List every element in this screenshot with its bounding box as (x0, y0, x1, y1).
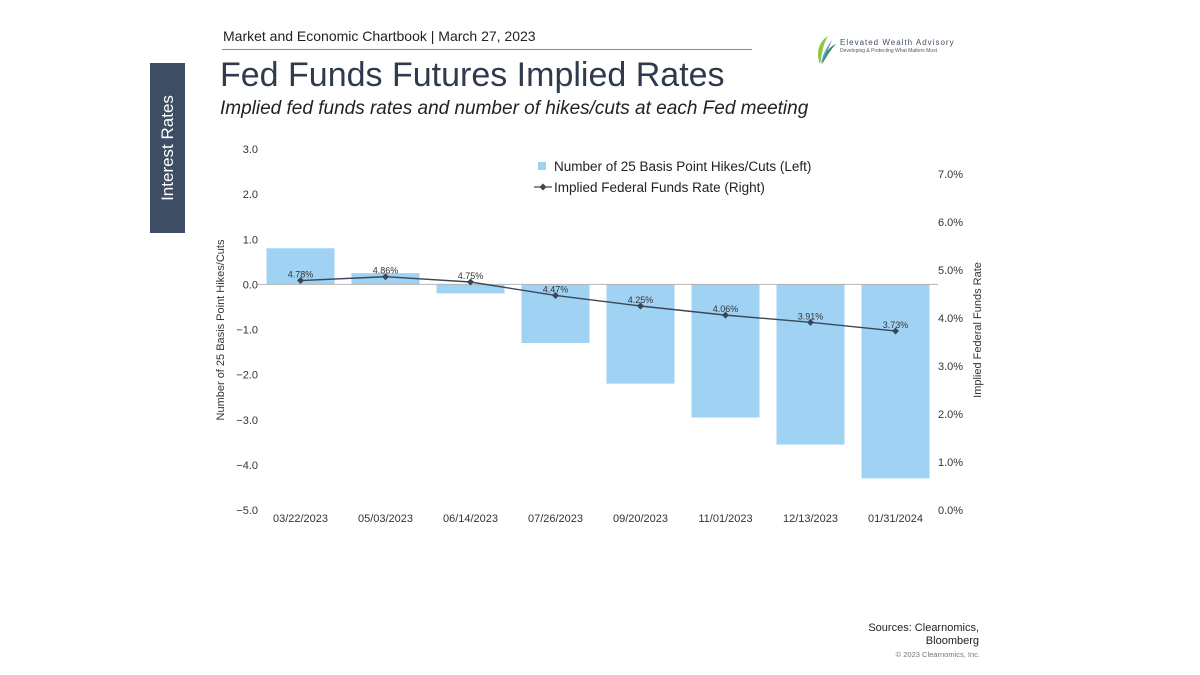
legend-bar-swatch (538, 162, 546, 170)
rate-data-label: 4.78% (288, 270, 314, 280)
right-tick-label: 6.0% (938, 217, 963, 229)
left-tick-label: −3.0 (236, 415, 258, 427)
legend-line-label: Implied Federal Funds Rate (Right) (554, 180, 765, 195)
chartbook-header: Market and Economic Chartbook | March 27… (223, 28, 536, 44)
rate-data-label: 4.06% (713, 304, 739, 314)
legend-line-marker (539, 183, 547, 191)
right-tick-label: 0.0% (938, 505, 963, 517)
x-axis-label: 05/03/2023 (358, 513, 413, 525)
left-tick-label: 2.0 (243, 189, 258, 201)
x-axis-label: 03/22/2023 (273, 513, 328, 525)
right-tick-label: 7.0% (938, 169, 963, 181)
rate-data-label: 3.73% (883, 320, 909, 330)
legend: Number of 25 Basis Point Hikes/Cuts (Lef… (534, 159, 811, 195)
rate-point (892, 327, 899, 335)
bar (436, 284, 505, 294)
page-subtitle: Implied fed funds rates and number of hi… (220, 98, 809, 119)
rate-line-path (300, 276, 896, 332)
rate-point (297, 277, 304, 285)
rate-point (467, 278, 474, 286)
left-tick-label: −5.0 (236, 505, 258, 517)
x-axis-label: 12/13/2023 (783, 513, 838, 525)
right-tick-label: 1.0% (938, 457, 963, 469)
bar (776, 284, 845, 445)
header-divider (222, 49, 752, 50)
left-tick-label: −2.0 (236, 370, 258, 382)
x-axis-label: 06/14/2023 (443, 513, 498, 525)
rate-point (722, 311, 729, 319)
right-tick-label: 3.0% (938, 361, 963, 373)
right-tick-label: 2.0% (938, 409, 963, 421)
rate-point (552, 291, 559, 299)
hikes-cuts-bars (266, 248, 930, 479)
logo-name: Elevated Wealth Advisory (840, 38, 955, 47)
rate-point (637, 302, 644, 310)
x-axis-label: 07/26/2023 (528, 513, 583, 525)
rate-data-label: 4.25% (628, 295, 654, 305)
rate-data-label: 3.91% (798, 311, 824, 321)
x-axis-labels: 03/22/2023 05/03/2023 06/14/2023 07/26/2023… (273, 513, 923, 525)
x-axis-label: 11/01/2023 (698, 513, 752, 525)
bar (691, 284, 760, 418)
sources-note: Sources: Clearnomics, Bloomberg (839, 622, 979, 648)
rate-data-label: 4.47% (543, 284, 569, 294)
page-title: Fed Funds Futures Implied Rates (220, 56, 725, 94)
logo-tagline: Developing & Protecting What Matters Mos… (840, 48, 937, 54)
copyright-note: © 2023 Clearnomics, Inc. (895, 650, 980, 659)
legend-bar-label: Number of 25 Basis Point Hikes/Cuts (Lef… (554, 159, 811, 174)
left-axis-ticks: 3.0 2.0 1.0 0.0 −1.0 −2.0 −3.0 −4.0 −5.0 (236, 144, 258, 517)
rate-data-label: 4.86% (373, 266, 399, 276)
rate-point (807, 318, 814, 326)
right-axis-ticks: 7.0% 6.0% 5.0% 4.0% 3.0% 2.0% 1.0% 0.0% (938, 169, 963, 517)
logo-leaf-icon (818, 36, 836, 64)
right-tick-label: 5.0% (938, 265, 963, 277)
right-axis-title: Implied Federal Funds Rate (972, 262, 984, 398)
x-axis-label: 01/31/2024 (868, 513, 923, 525)
implied-rate-line: 4.78% 4.86% 4.75% 4.47% 4.25% 4.06% 3.91% 3.73% (288, 266, 909, 335)
sources-line-2: Bloomberg (925, 635, 979, 647)
company-logo: Elevated Wealth Advisory Developing & Pr… (814, 34, 974, 66)
left-axis-title: Number of 25 Basis Point Hikes/Cuts (215, 239, 227, 420)
right-tick-label: 4.0% (938, 313, 963, 325)
bar (606, 284, 675, 384)
rate-data-label: 4.75% (458, 271, 484, 281)
left-tick-label: 1.0 (243, 234, 258, 246)
x-axis-label: 09/20/2023 (613, 513, 668, 525)
left-tick-label: −4.0 (236, 460, 258, 472)
left-tick-label: 3.0 (243, 144, 258, 156)
section-tab: Interest Rates (150, 63, 185, 233)
bar (861, 284, 930, 479)
rate-point (382, 273, 389, 281)
left-tick-label: −1.0 (236, 325, 258, 337)
left-tick-label: 0.0 (243, 279, 258, 291)
sources-line-1: Sources: Clearnomics, (868, 622, 979, 634)
